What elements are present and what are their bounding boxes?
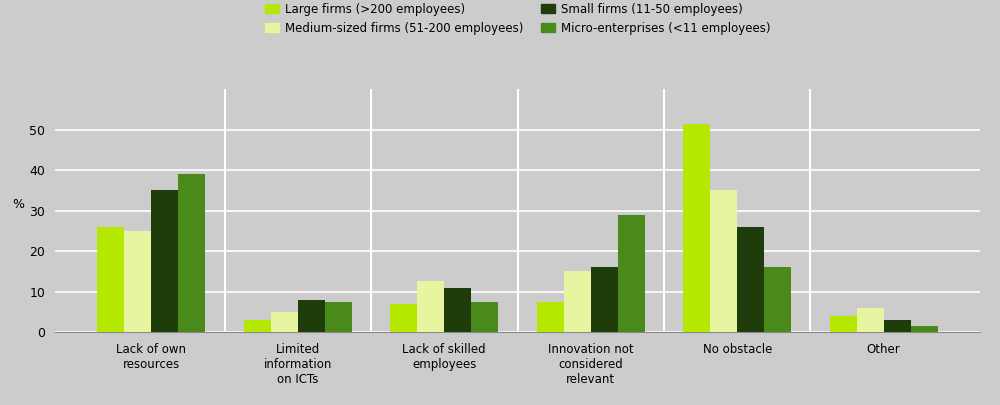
Bar [683,124,710,332]
Bar [124,231,151,332]
Bar [444,288,471,332]
Bar [151,190,178,332]
Bar [710,190,737,332]
Bar [591,267,618,332]
Bar [244,320,271,332]
Bar [564,271,591,332]
Bar [271,312,298,332]
Bar [737,227,764,332]
Bar [830,316,857,332]
Bar [884,320,911,332]
Bar [97,227,124,332]
Bar [298,300,325,332]
Bar [857,308,884,332]
Bar [764,267,791,332]
Bar [417,281,444,332]
Bar [390,304,417,332]
Y-axis label: %: % [12,198,24,211]
Bar [178,174,205,332]
Bar [911,326,938,332]
Bar [537,302,564,332]
Bar [471,302,498,332]
Legend: Large firms (>200 employees), Medium-sized firms (51-200 employees), Small firms: Large firms (>200 employees), Medium-siz… [265,3,770,34]
Bar [618,215,645,332]
Bar [325,302,352,332]
